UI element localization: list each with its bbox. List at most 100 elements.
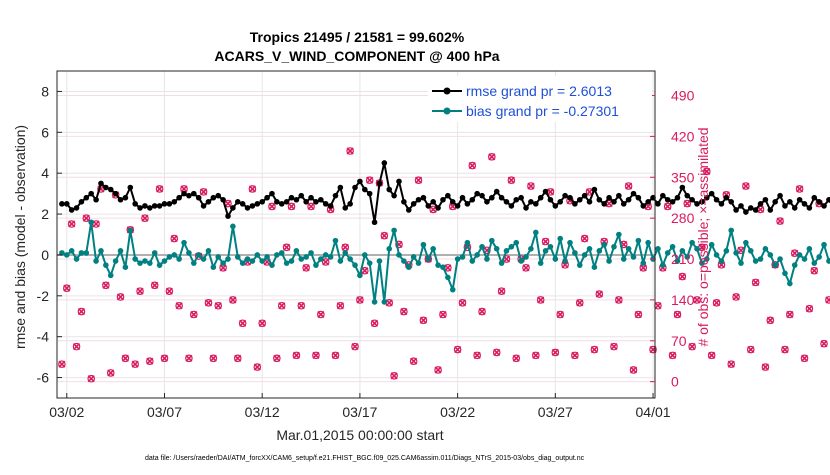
bias-point (415, 260, 422, 266)
rmse-point (508, 203, 515, 209)
rmse-point (63, 201, 70, 207)
obs-possible-marker (82, 214, 91, 222)
rmse-point (493, 188, 500, 195)
rmse-point (513, 196, 520, 203)
bias-point (532, 229, 539, 236)
rmse-point (220, 196, 226, 203)
bias-point (752, 258, 759, 264)
obs-possible-marker (434, 366, 442, 374)
bias-point (254, 252, 261, 258)
obs-assimilated-marker (370, 319, 379, 327)
bias-point (303, 254, 309, 260)
rmse-point (459, 194, 466, 201)
bias-point (381, 299, 388, 305)
rmse-point (791, 205, 798, 211)
x-tick-label: 03/07 (147, 404, 182, 420)
rmse-point (225, 213, 231, 219)
bias-point (205, 248, 212, 254)
obs-assimilated-marker (590, 345, 598, 354)
obs-assimilated-marker (414, 176, 423, 184)
rmse-point (288, 194, 295, 201)
obs-possible-marker (649, 345, 657, 354)
obs-possible-marker (287, 202, 296, 211)
rmse-point (581, 192, 588, 199)
rmse-point (274, 199, 280, 205)
y-right-axis-label: # of obs: o=possible; ×=assimilated (695, 127, 711, 346)
obs-possible-marker (58, 360, 66, 368)
bias-point (249, 258, 256, 264)
rmse-point (142, 203, 148, 209)
bias-point (640, 260, 647, 266)
obs-possible-marker (395, 240, 403, 249)
obs-possible-marker (556, 310, 565, 319)
bias-point (469, 258, 476, 264)
obs-assimilated-marker (825, 296, 830, 304)
bias-point (63, 252, 70, 258)
bias-point (259, 258, 265, 264)
rmse-point (655, 201, 661, 207)
rmse-point (796, 196, 803, 203)
obs-possible-marker (795, 185, 804, 193)
obs-assimilated-marker (341, 243, 349, 251)
obs-assimilated-marker (278, 302, 286, 310)
rmse-point (782, 203, 788, 209)
obs-assimilated-marker (312, 351, 320, 359)
bias-point (816, 254, 822, 260)
obs-assimilated-marker (419, 316, 427, 324)
obs-assimilated-marker (468, 162, 476, 170)
rmse-point (620, 201, 627, 207)
obs-possible-marker (297, 301, 306, 310)
bias-point (142, 258, 148, 264)
obs-possible-marker (424, 255, 433, 263)
chart-title-line-2: ACARS_V_WIND_COMPONENT @ 400 hPa (214, 48, 499, 64)
obs-assimilated-marker (478, 308, 486, 316)
obs-possible-marker (615, 296, 623, 304)
bias-point (215, 254, 222, 260)
bias-point (195, 252, 202, 258)
obs-assimilated-marker (116, 293, 125, 301)
rmse-point (616, 192, 622, 199)
bias-point (322, 252, 329, 258)
bias-point (513, 239, 520, 246)
obs-assimilated-marker (615, 296, 623, 304)
bias-point (190, 260, 197, 266)
bias-point (298, 256, 305, 262)
obs-assimilated-marker (537, 296, 545, 304)
obs-possible-marker (468, 161, 477, 170)
bias-point (386, 246, 393, 252)
bias-point (620, 256, 627, 262)
obs-assimilated-marker (336, 302, 344, 310)
obs-assimilated-marker (356, 296, 364, 304)
bias-point (806, 246, 813, 252)
obs-assimilated-marker (625, 182, 633, 190)
obs-assimilated-marker (810, 267, 818, 275)
rmse-point (166, 201, 173, 207)
obs-possible-marker (488, 153, 496, 161)
obs-assimilated-marker (156, 185, 164, 193)
obs-possible-marker (62, 284, 71, 293)
obs-assimilated-marker (527, 182, 535, 190)
bias-point (728, 227, 735, 234)
obs-assimilated-marker (429, 205, 437, 213)
obs-possible-marker (302, 263, 310, 272)
bias-point (88, 219, 94, 226)
y-left-tick-label: -6 (37, 370, 50, 386)
bias-point (420, 241, 427, 248)
rmse-point (332, 192, 339, 199)
bias-point (508, 243, 515, 250)
obs-assimilated-marker (234, 354, 242, 362)
bias-point (718, 258, 725, 264)
obs-assimilated-marker (160, 354, 169, 362)
bias-point (777, 256, 783, 262)
obs-possible-marker (742, 182, 750, 190)
obs-possible-marker (702, 167, 711, 176)
rmse-point (117, 196, 124, 203)
obs-possible-marker (380, 231, 389, 240)
bias-point (635, 237, 642, 244)
obs-possible-marker (233, 354, 242, 363)
obs-assimilated-marker (585, 188, 594, 196)
obs-possible-marker (458, 299, 467, 307)
rmse-point (694, 201, 700, 207)
y-left-axis-ticks: -6 -4 -2 0 2 4 6 8 (37, 83, 62, 386)
rmse-point (679, 184, 686, 191)
